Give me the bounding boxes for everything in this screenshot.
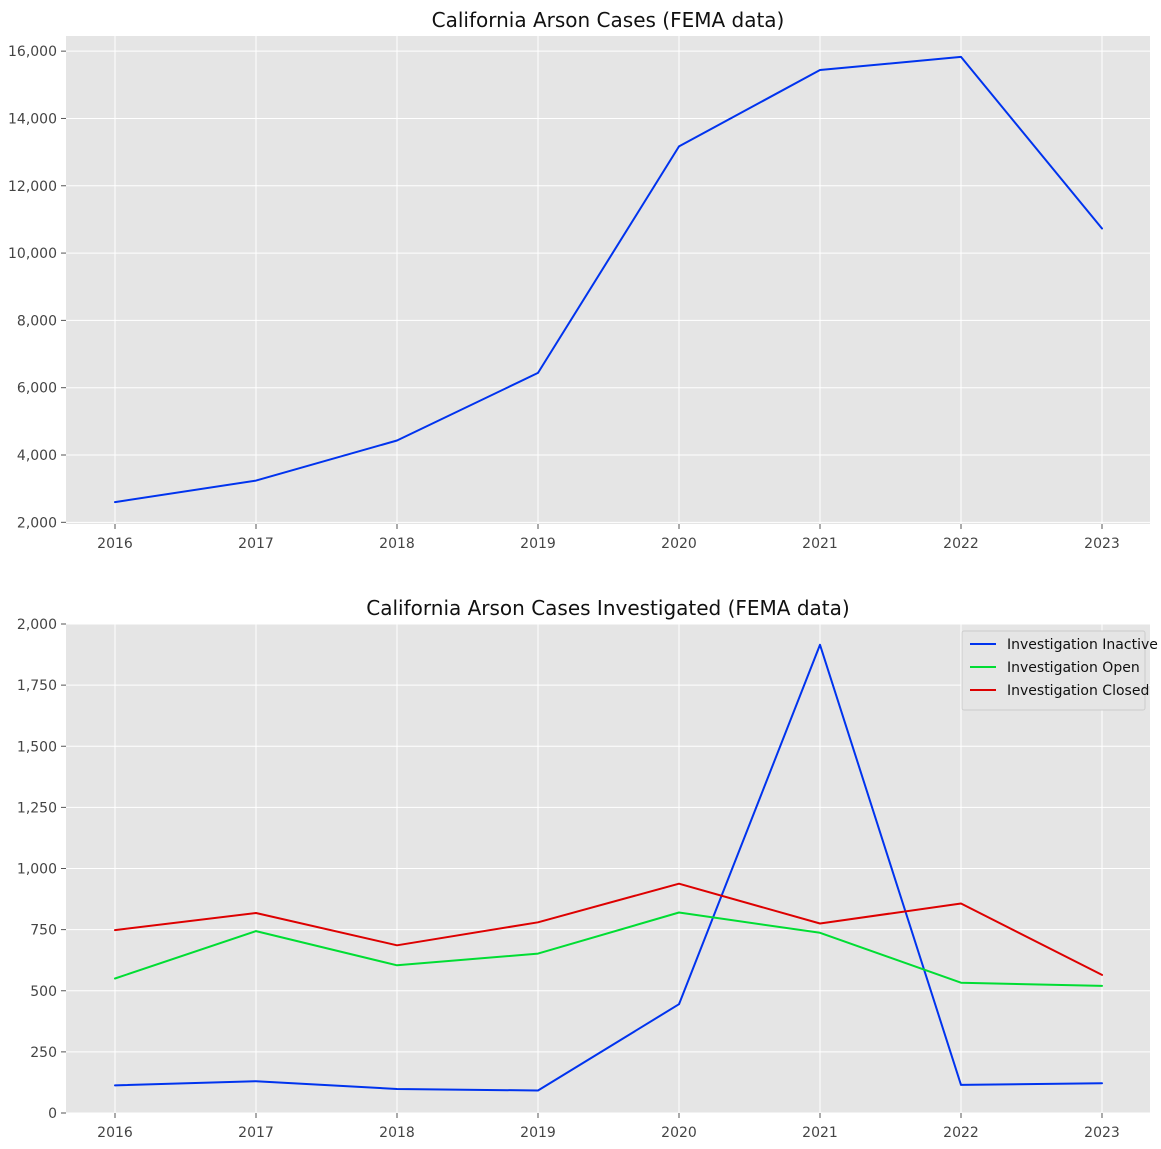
y-tick-label: 1,750 bbox=[17, 678, 57, 694]
plot-area bbox=[66, 36, 1150, 524]
series-line-2 bbox=[114, 911, 1103, 987]
y-tick-label: 6,000 bbox=[17, 381, 57, 397]
legend-label: Investigation Open bbox=[1007, 660, 1140, 676]
x-tick-label: 2022 bbox=[943, 536, 979, 552]
x-tick-label: 2016 bbox=[97, 1125, 133, 1141]
y-tick-label: 10,000 bbox=[8, 246, 57, 262]
y-tick-label: 2,000 bbox=[17, 617, 57, 633]
x-tick-label: 2016 bbox=[97, 536, 133, 552]
x-tick-label: 2019 bbox=[520, 1125, 556, 1141]
y-tick-label: 1,000 bbox=[17, 862, 57, 878]
y-tick-label: 500 bbox=[30, 984, 57, 1000]
y-tick-label: 0 bbox=[48, 1106, 57, 1122]
y-tick-label: 14,000 bbox=[8, 111, 57, 127]
y-tick-label: 4,000 bbox=[17, 448, 57, 464]
legend-label: Investigation Closed bbox=[1007, 683, 1149, 699]
y-tick-label: 250 bbox=[30, 1045, 57, 1061]
x-tick-label: 2018 bbox=[379, 1125, 415, 1141]
y-tick-label: 1,250 bbox=[17, 800, 57, 816]
x-tick-label: 2023 bbox=[1084, 1125, 1120, 1141]
x-tick-label: 2021 bbox=[802, 1125, 838, 1141]
y-tick-label: 8,000 bbox=[17, 313, 57, 329]
x-tick-label: 2021 bbox=[802, 536, 838, 552]
x-tick-label: 2022 bbox=[943, 1125, 979, 1141]
x-tick-label: 2020 bbox=[661, 1125, 697, 1141]
y-tick-label: 1,500 bbox=[17, 739, 57, 755]
x-tick-label: 2018 bbox=[379, 536, 415, 552]
series-line-3 bbox=[114, 882, 1103, 976]
series-line-1 bbox=[114, 643, 1103, 1092]
y-tick-label: 2,000 bbox=[17, 515, 57, 531]
y-tick-label: 750 bbox=[30, 923, 57, 939]
x-tick-label: 2020 bbox=[661, 536, 697, 552]
chart-panel-1: 2,000 4,000 6,000 8,000 10,000 12,000 14,000 16… bbox=[8, 8, 1150, 552]
y-tick-label: 12,000 bbox=[8, 179, 57, 195]
chart-panel-2: 0 250 500 750 1,000 1,250 1,500 1,750 2,000 2016 2… bbox=[17, 596, 1158, 1141]
chart-title: California Arson Cases Investigated (FEM… bbox=[366, 596, 849, 620]
x-tick-label: 2023 bbox=[1084, 536, 1120, 552]
x-tick-label: 2017 bbox=[238, 1125, 274, 1141]
x-tick-label: 2019 bbox=[520, 536, 556, 552]
legend-label: Investigation Inactive bbox=[1007, 637, 1158, 653]
y-tick-label: 16,000 bbox=[8, 44, 57, 60]
chart-title: California Arson Cases (FEMA data) bbox=[432, 8, 785, 32]
x-tick-label: 2017 bbox=[238, 536, 274, 552]
legend-box bbox=[961, 630, 1146, 711]
legend: Investigation Inactive Investigation Open… bbox=[961, 630, 1158, 711]
series-line-1 bbox=[114, 55, 1103, 504]
